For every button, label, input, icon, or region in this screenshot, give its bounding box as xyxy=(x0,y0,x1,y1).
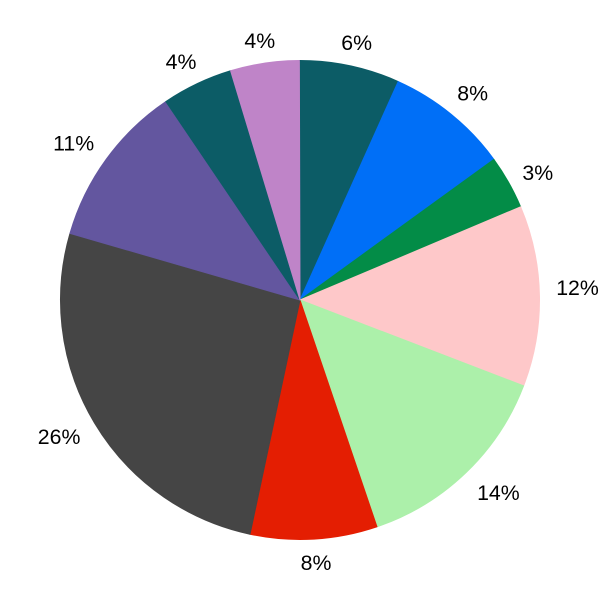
svg-text:6%: 6% xyxy=(341,31,372,55)
svg-text:3%: 3% xyxy=(522,161,553,185)
svg-text:4%: 4% xyxy=(244,29,275,53)
svg-text:14%: 14% xyxy=(477,481,520,505)
svg-text:8%: 8% xyxy=(457,81,488,105)
svg-text:11%: 11% xyxy=(53,131,94,155)
svg-text:8%: 8% xyxy=(301,551,332,575)
svg-text:4%: 4% xyxy=(166,50,197,74)
svg-text:26%: 26% xyxy=(38,425,81,449)
svg-text:12%: 12% xyxy=(556,276,599,300)
